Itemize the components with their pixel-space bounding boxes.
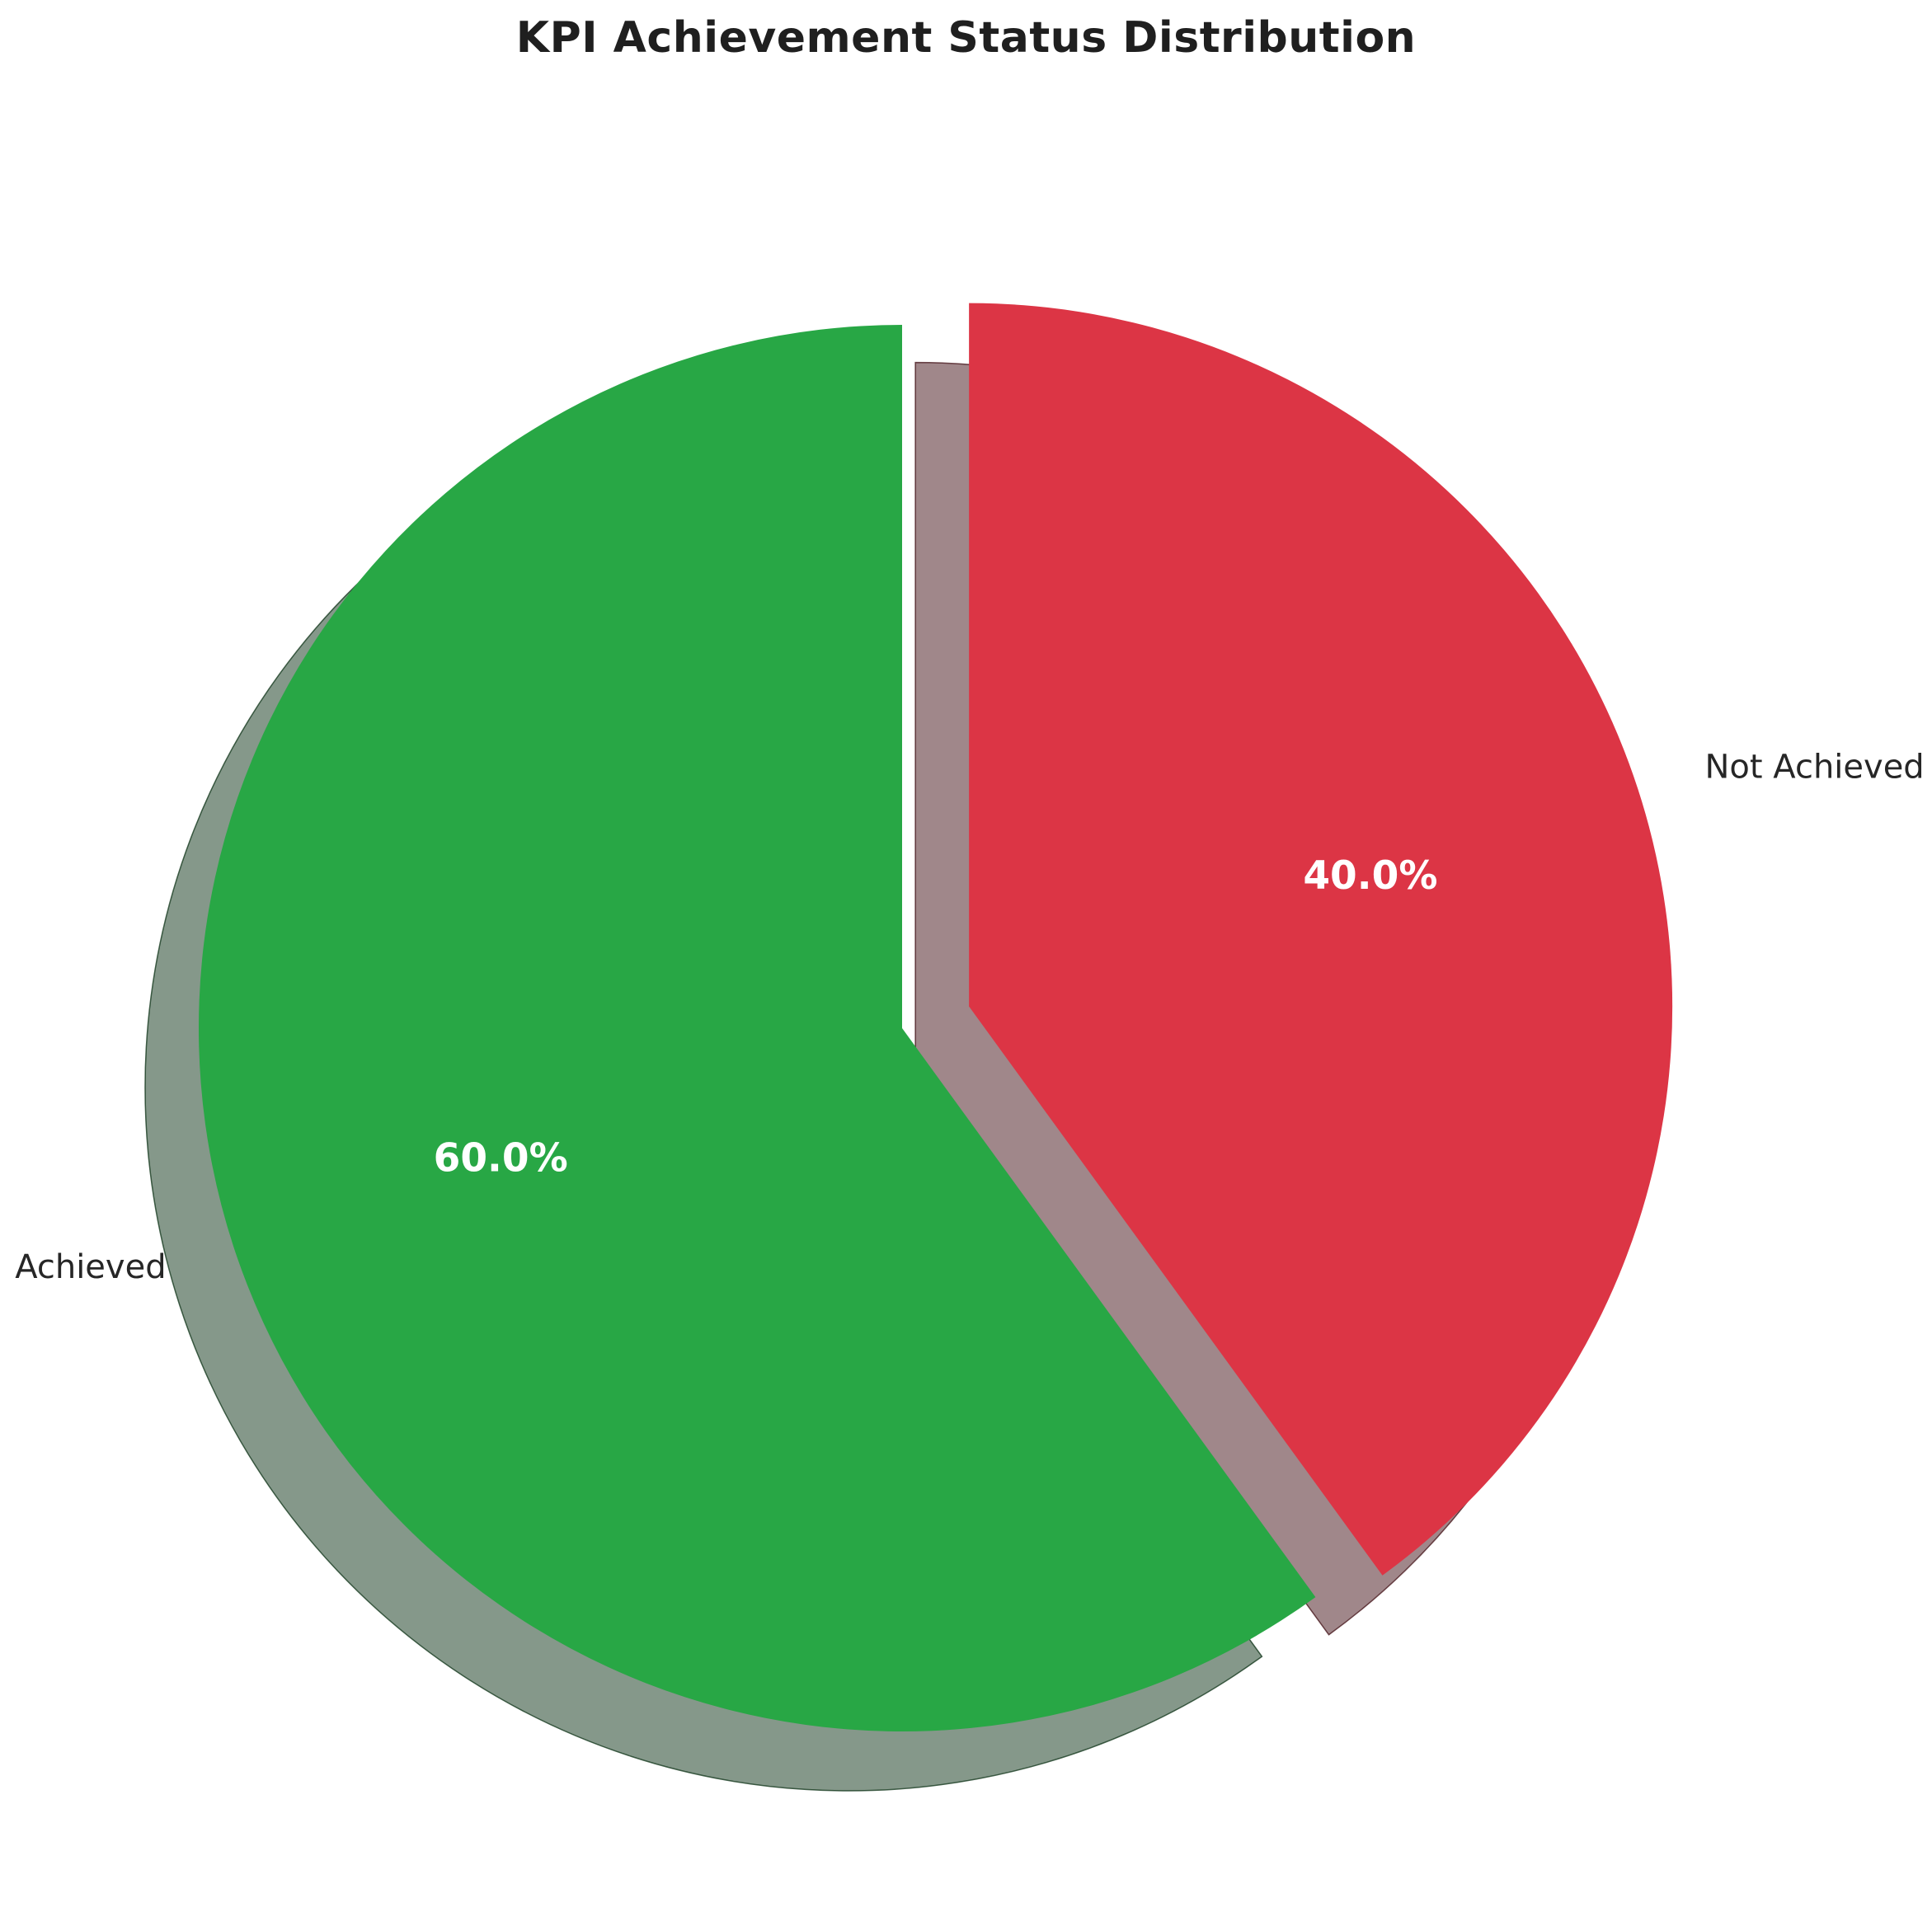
slice-pct-label-not-achieved: 40.0% <box>1303 853 1437 899</box>
pie-slice-not-achieved <box>969 303 1673 1576</box>
slice-label-not-achieved: Not Achieved <box>1705 749 1925 787</box>
slice-label-achieved: Achieved <box>15 1248 166 1286</box>
slice-pct-label-achieved: 60.0% <box>434 1136 568 1181</box>
pie-slice-achieved <box>198 325 1316 1731</box>
chart-title: KPI Achievement Status Distribution <box>515 13 1417 63</box>
